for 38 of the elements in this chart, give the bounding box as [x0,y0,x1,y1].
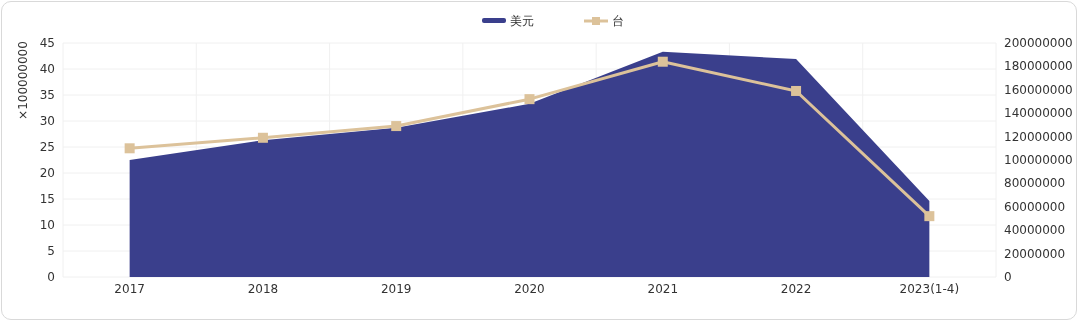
y-tick-label: 20 [39,166,55,180]
point [124,143,135,154]
y2-tick-label: 200000000 [1004,36,1073,50]
point [924,211,935,222]
x-tick-label: 2021 [647,282,679,296]
x-tick-label: 2017 [114,282,145,296]
y2-tick-label: 160000000 [1004,82,1073,97]
y2-tick-label: 180000000 [1004,59,1073,74]
y-axis-title: ×100000000 [16,41,30,120]
x-tick-label: 2022 [780,282,812,296]
legend-label: 台 [612,14,624,28]
y-tick-label: 45 [39,36,55,50]
y2-tick-label: 0 [1004,270,1012,284]
x-tick-label: 2020 [514,282,545,296]
y2-tick-label: 40000000 [1004,223,1066,238]
legend-label: 美元 [510,14,534,28]
y2-tick-label: 100000000 [1004,153,1073,167]
y-tick-label: 15 [39,192,55,206]
point [524,94,535,105]
y-tick-label: 40 [39,62,55,76]
y2-tick-label: 80000000 [1004,176,1066,191]
y-tick-label: 10 [39,218,55,232]
y2-tick-label: 60000000 [1004,199,1066,214]
y-tick-label: 0 [47,270,55,284]
y2-tick-label: 20000000 [1004,246,1066,261]
x-tick-label: 2023(1-4) [899,282,960,296]
y-tick-label: 25 [39,140,55,154]
x-tick-label: 2019 [380,282,412,296]
y-tick-label: 35 [39,88,55,102]
y-tick-label: 30 [39,114,55,128]
point [657,56,668,67]
y2-tick-label: 140000000 [1004,106,1073,121]
point [791,85,802,96]
x-tick-label: 2018 [247,282,279,296]
point [391,121,402,132]
point [257,132,268,143]
y2-tick-label: 120000000 [1004,129,1073,144]
y-tick-label: 5 [47,244,55,258]
